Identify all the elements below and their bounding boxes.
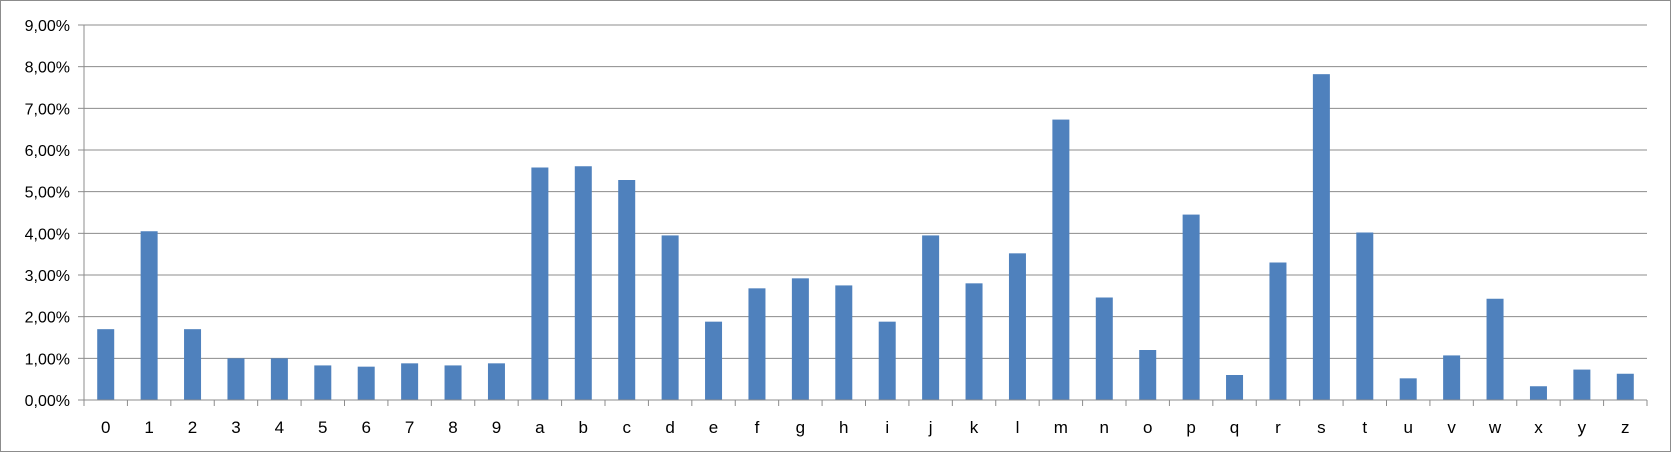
y-tick-label: 7,00%	[25, 101, 70, 118]
bar-s	[1312, 74, 1330, 401]
bar-7	[401, 363, 419, 400]
bar-y	[1573, 369, 1591, 400]
bar-h	[835, 285, 853, 400]
x-tick-label: z	[1621, 418, 1630, 437]
bar-9	[487, 363, 505, 400]
x-tick-label: c	[622, 418, 631, 437]
x-tick-label: m	[1054, 418, 1068, 437]
bar-o	[1139, 350, 1157, 400]
x-tick-label: i	[885, 418, 889, 437]
x-tick-label: 7	[405, 418, 414, 437]
gridlines	[84, 24, 1647, 359]
bar-3	[227, 358, 245, 400]
x-tick-label: j	[928, 418, 933, 437]
bar-j	[922, 235, 940, 400]
bar-2	[184, 329, 202, 400]
x-tick-label: w	[1488, 418, 1502, 437]
bar-0	[97, 329, 115, 400]
x-tick-label: r	[1275, 418, 1281, 437]
bar-z	[1616, 373, 1634, 400]
x-tick-label: f	[755, 418, 760, 437]
x-tick-labels: 0 1 2 3 4 5 6 7 8 9 a b c d e f g h i j k l m n o p q r s t u v w x y z	[101, 418, 1630, 437]
bar-q	[1226, 375, 1244, 400]
bar-m	[1052, 119, 1070, 400]
bar-t	[1356, 232, 1374, 400]
bar-f	[748, 288, 766, 400]
bar-b	[574, 166, 592, 400]
y-tick-label: 3,00%	[25, 268, 70, 285]
x-tick-label: t	[1362, 418, 1367, 437]
y-tick-label: 8,00%	[25, 60, 70, 77]
x-tick-label: 6	[361, 418, 370, 437]
x-tick-label: e	[709, 418, 718, 437]
y-tick-label: 4,00%	[25, 226, 70, 243]
x-tick-label: b	[579, 418, 588, 437]
bar-k	[965, 283, 983, 400]
x-tick-label: d	[665, 418, 674, 437]
bar-8	[444, 365, 462, 400]
y-tick-label: 1,00%	[25, 351, 70, 368]
bar-l	[1008, 253, 1026, 400]
bar-5	[314, 365, 332, 400]
y-tick-labels: 0,00% 1,00% 2,00% 3,00% 4,00% 5,00% 6,00% 7,00%…	[25, 18, 70, 410]
x-tick-label: 4	[275, 418, 284, 437]
x-tick-label: 2	[188, 418, 197, 437]
x-tick-label: y	[1578, 418, 1587, 437]
x-tick-label: p	[1186, 418, 1195, 437]
x-tick-label: s	[1317, 418, 1326, 437]
bar-a	[531, 167, 549, 400]
bar-g	[791, 278, 809, 400]
bar-4	[270, 358, 288, 400]
y-tick-label: 6,00%	[25, 143, 70, 160]
x-tick-label: u	[1403, 418, 1412, 437]
bar-u	[1399, 378, 1417, 400]
bar-v	[1443, 355, 1461, 400]
bar-p	[1182, 214, 1200, 400]
x-tick-label: h	[839, 418, 848, 437]
x-tick-label: 8	[448, 418, 457, 437]
y-tick-label: 5,00%	[25, 185, 70, 202]
x-tick-label: 1	[144, 418, 153, 437]
y-tick-label: 0,00%	[25, 393, 70, 410]
bar-e	[705, 321, 723, 400]
x-tick-label: 9	[492, 418, 501, 437]
x-tick-label: 5	[318, 418, 327, 437]
bar-w	[1486, 298, 1504, 400]
x-tick-label: g	[796, 418, 805, 437]
bar-n	[1095, 297, 1113, 400]
x-tick-label: k	[970, 418, 979, 437]
x-tick-label: n	[1100, 418, 1109, 437]
bar-x	[1529, 386, 1547, 400]
axes	[78, 24, 1648, 406]
x-tick-label: l	[1016, 418, 1020, 437]
bar-d	[661, 235, 679, 400]
bars	[97, 74, 1634, 401]
bar-i	[878, 321, 896, 400]
x-tick-label: a	[535, 418, 545, 437]
y-tick-label: 9,00%	[25, 18, 70, 35]
x-tick-label: 0	[101, 418, 110, 437]
bar-1	[140, 231, 158, 400]
x-tick-label: 3	[231, 418, 240, 437]
bar-c	[618, 180, 636, 400]
bar-6	[357, 366, 375, 400]
x-tick-label: x	[1534, 418, 1543, 437]
x-tick-label: q	[1230, 418, 1239, 437]
x-tick-label: o	[1143, 418, 1152, 437]
x-tick-label: v	[1447, 418, 1456, 437]
bar-r	[1269, 262, 1287, 400]
y-tick-label: 2,00%	[25, 310, 70, 327]
